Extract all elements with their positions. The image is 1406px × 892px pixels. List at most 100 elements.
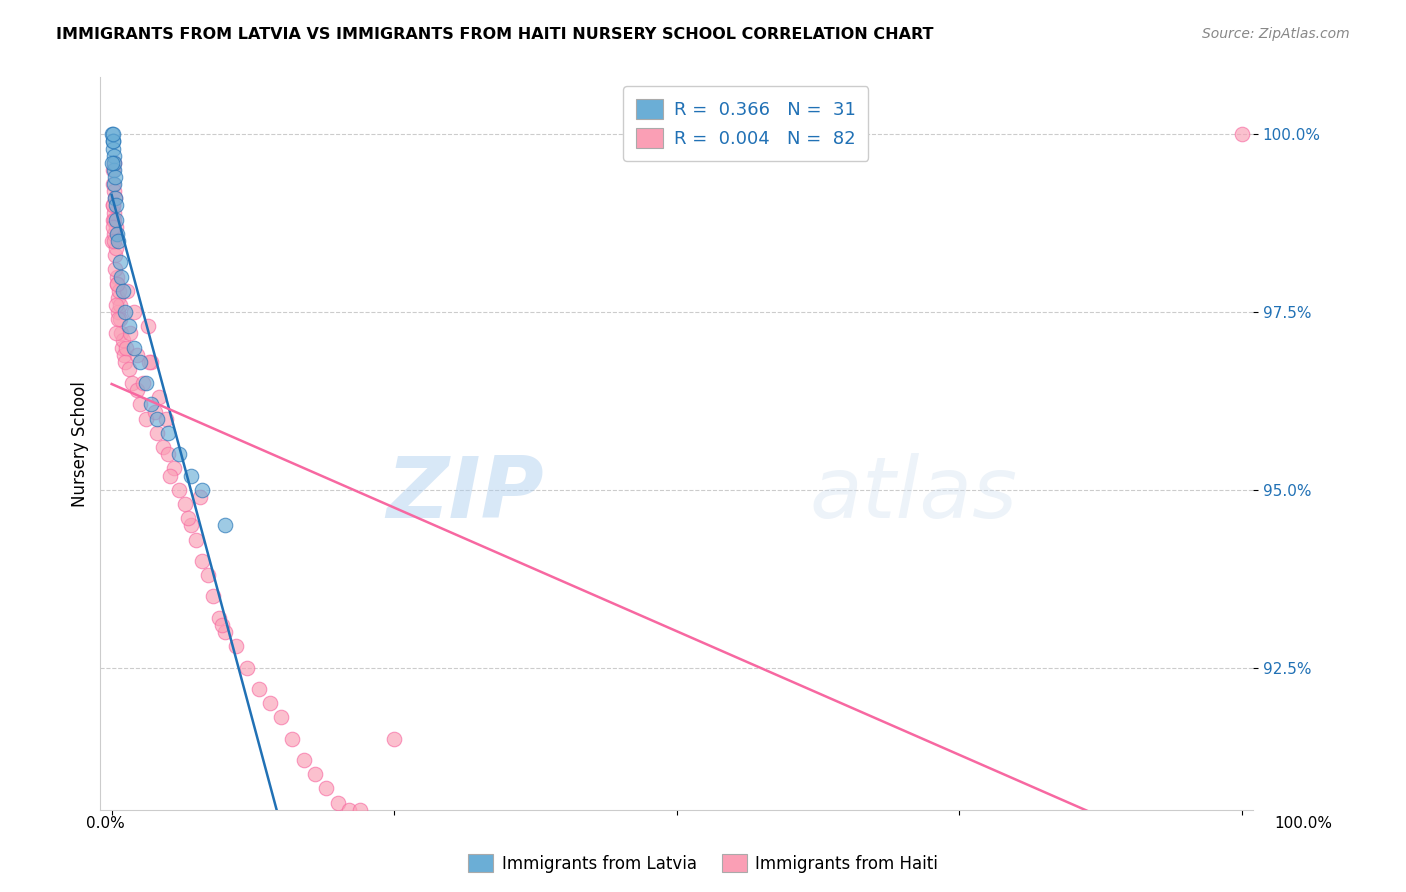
Point xyxy=(152,440,174,454)
Point xyxy=(103,128,125,142)
Point xyxy=(105,326,128,341)
Point xyxy=(105,241,128,255)
Point xyxy=(117,319,139,334)
Point xyxy=(114,355,136,369)
Point xyxy=(174,497,197,511)
Point xyxy=(107,291,129,305)
Point xyxy=(111,334,134,348)
Point xyxy=(103,177,125,191)
Text: 0.0%: 0.0% xyxy=(86,816,125,831)
Point xyxy=(214,518,236,533)
Point xyxy=(108,312,131,326)
Point xyxy=(112,348,135,362)
Point xyxy=(103,234,125,248)
Point xyxy=(118,326,141,341)
Point xyxy=(191,554,214,568)
Point xyxy=(304,767,326,781)
Point xyxy=(117,362,139,376)
Legend: R =  0.366   N =  31, R =  0.004   N =  82: R = 0.366 N = 31, R = 0.004 N = 82 xyxy=(623,87,869,161)
Point xyxy=(349,803,371,817)
Point xyxy=(101,198,124,212)
Point xyxy=(105,277,128,291)
Point xyxy=(103,227,125,241)
Point xyxy=(101,234,124,248)
Point xyxy=(103,162,125,177)
Point xyxy=(146,425,169,440)
Point xyxy=(180,468,202,483)
Point xyxy=(101,177,124,191)
Point xyxy=(202,590,225,604)
Point xyxy=(103,162,125,177)
Point xyxy=(104,262,127,277)
Text: 100.0%: 100.0% xyxy=(1274,816,1333,831)
Point xyxy=(101,135,124,149)
Point xyxy=(208,611,231,625)
Point xyxy=(259,696,281,710)
Point xyxy=(104,169,127,184)
Point xyxy=(180,518,202,533)
Point xyxy=(211,618,233,632)
Point xyxy=(101,219,124,234)
Point xyxy=(141,397,163,411)
Point xyxy=(1230,128,1253,142)
Point xyxy=(105,198,128,212)
Point xyxy=(337,803,360,817)
Point xyxy=(225,639,247,653)
Point xyxy=(281,731,304,746)
Point xyxy=(155,411,177,425)
Point xyxy=(103,205,125,219)
Point xyxy=(122,305,145,319)
Point xyxy=(105,269,128,284)
Point xyxy=(104,248,127,262)
Point xyxy=(104,298,127,312)
Point xyxy=(292,753,315,767)
Point xyxy=(107,305,129,319)
Point xyxy=(103,155,125,169)
Point xyxy=(101,142,124,156)
Point xyxy=(108,284,131,298)
Point xyxy=(143,404,166,418)
Point xyxy=(101,155,124,169)
Point xyxy=(132,376,155,391)
Point xyxy=(169,483,191,497)
Point xyxy=(107,312,129,326)
Point xyxy=(188,490,211,504)
Point xyxy=(177,511,200,525)
Point xyxy=(326,796,349,810)
Point xyxy=(104,191,127,205)
Point xyxy=(197,568,219,582)
Point xyxy=(169,447,191,461)
Point xyxy=(108,298,131,312)
Point xyxy=(157,447,180,461)
Point xyxy=(121,376,143,391)
Point xyxy=(146,411,169,425)
Point xyxy=(105,227,128,241)
Point xyxy=(125,348,148,362)
Point xyxy=(129,355,152,369)
Point xyxy=(186,533,208,547)
Text: atlas: atlas xyxy=(810,453,1017,536)
Point xyxy=(105,277,128,291)
Point xyxy=(101,128,124,142)
Point xyxy=(103,148,125,162)
Point xyxy=(270,710,292,724)
Point xyxy=(115,341,138,355)
Point xyxy=(159,468,181,483)
Legend: Immigrants from Latvia, Immigrants from Haiti: Immigrants from Latvia, Immigrants from … xyxy=(461,847,945,880)
Point xyxy=(107,234,129,248)
Point xyxy=(135,376,157,391)
Point xyxy=(111,284,134,298)
Point xyxy=(315,781,337,796)
Point xyxy=(247,681,270,696)
Point xyxy=(103,155,125,169)
Point xyxy=(101,212,124,227)
Point xyxy=(135,411,157,425)
Point xyxy=(101,135,124,149)
Point xyxy=(236,660,259,674)
Point xyxy=(104,219,127,234)
Point xyxy=(117,284,139,298)
Point xyxy=(110,269,132,284)
Point xyxy=(103,212,125,227)
Point xyxy=(138,355,160,369)
Point xyxy=(382,731,405,746)
